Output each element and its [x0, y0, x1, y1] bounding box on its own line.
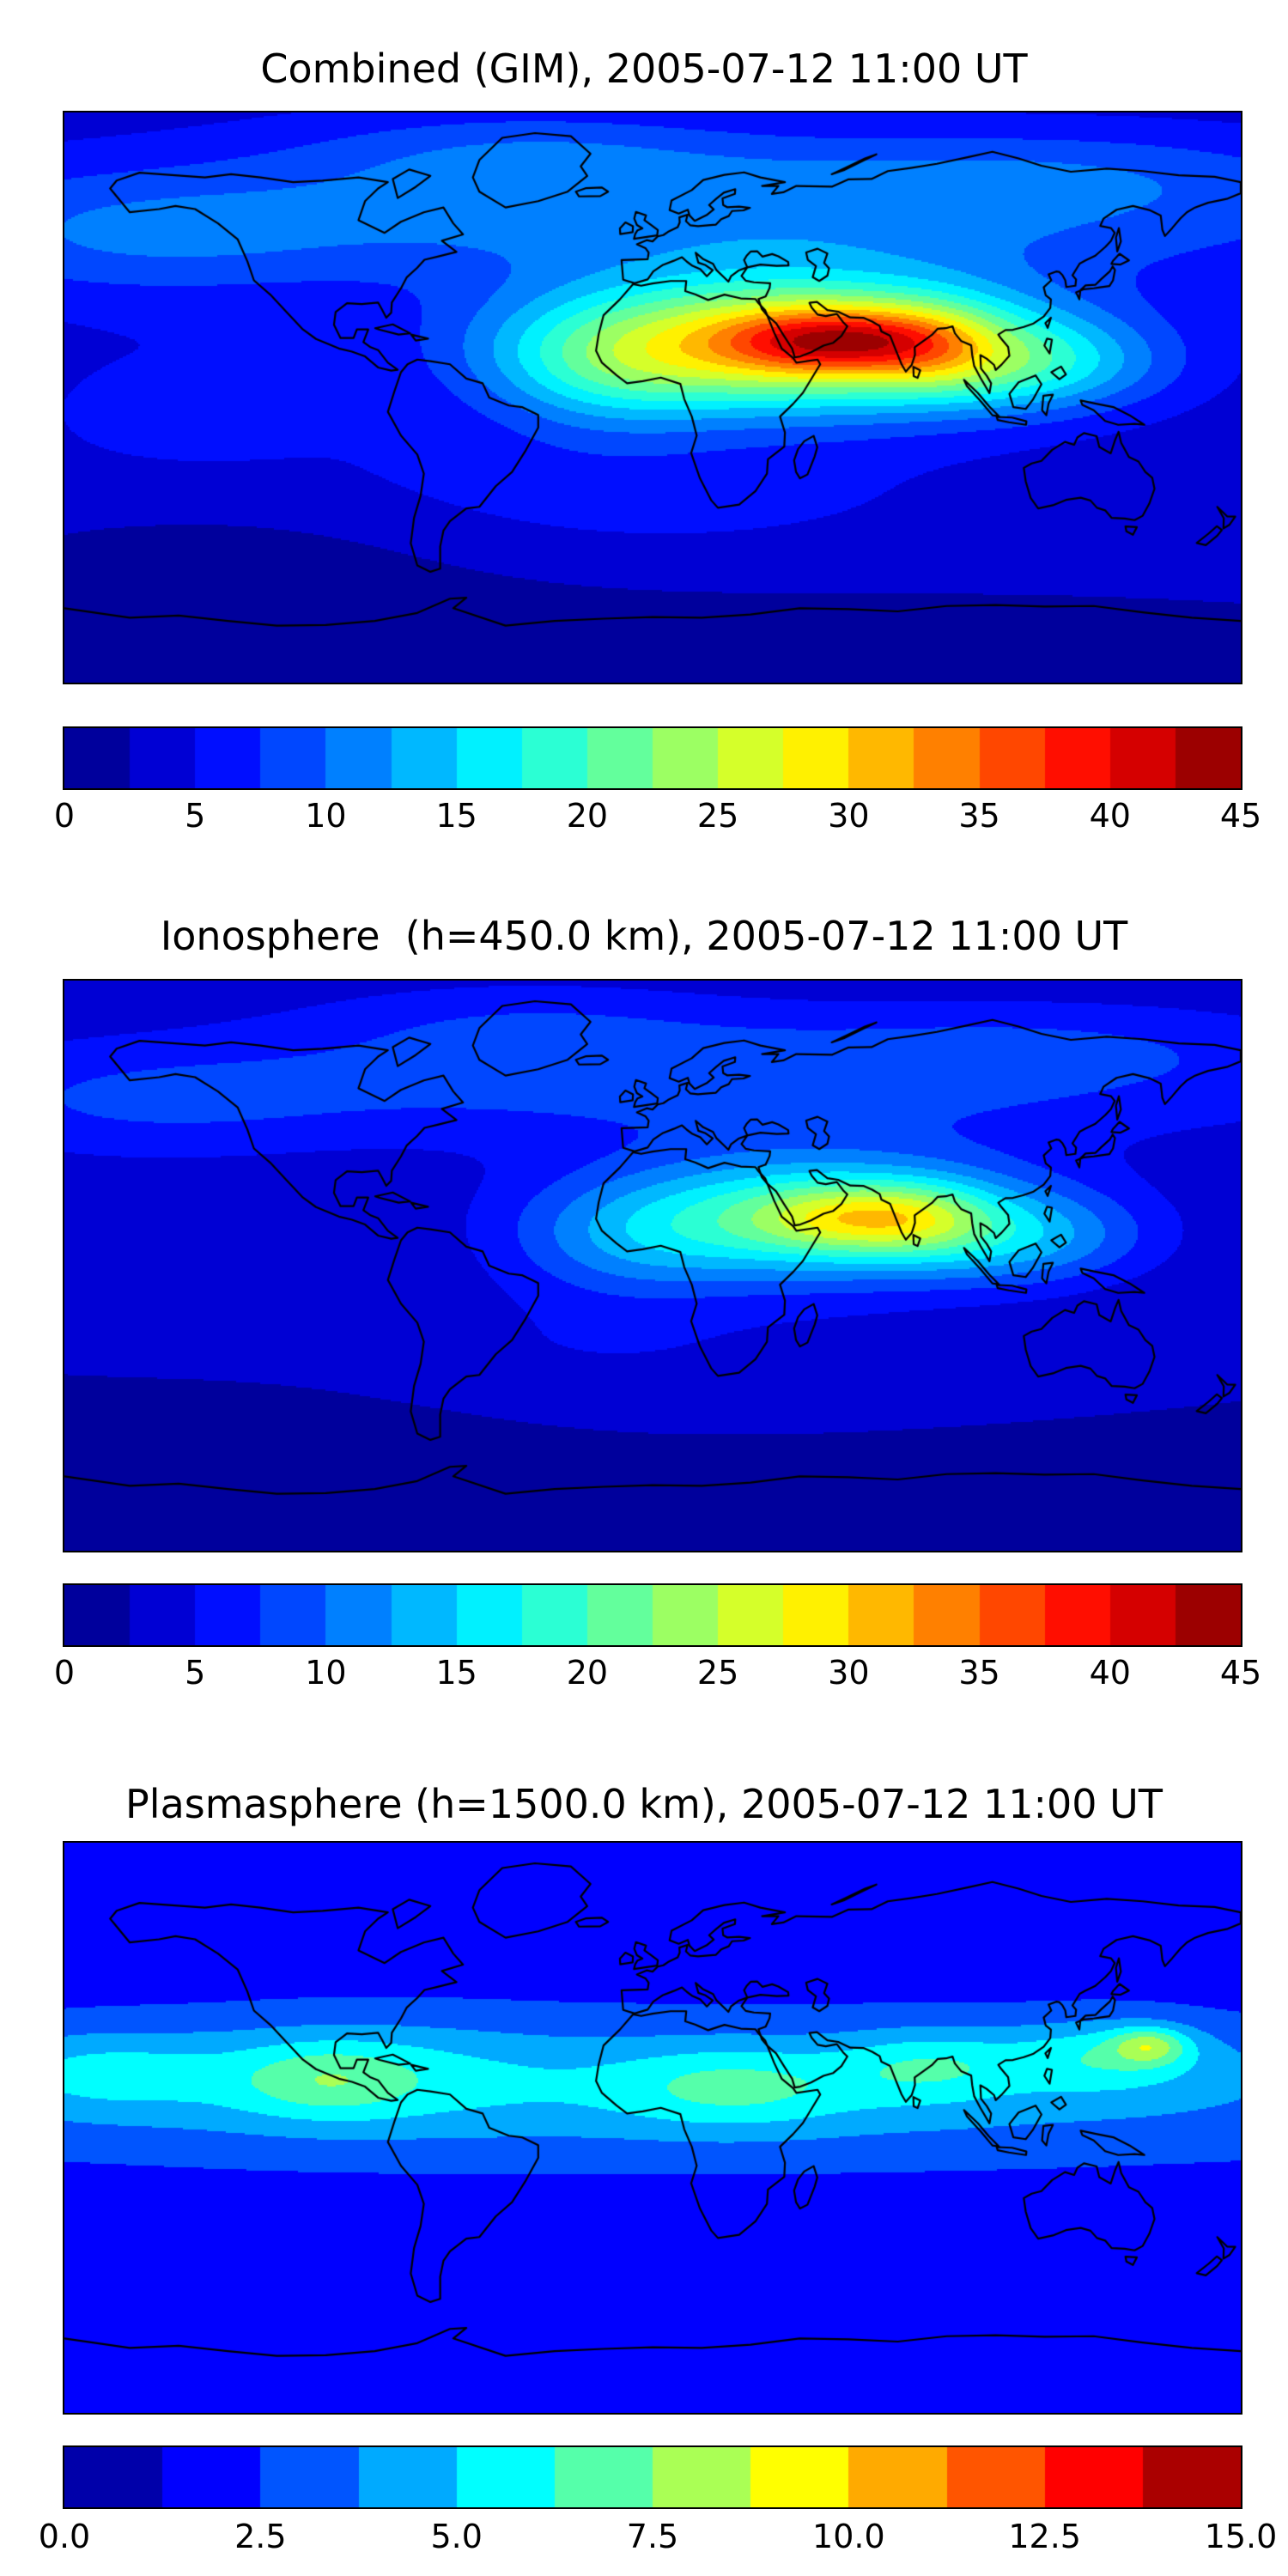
colorbar-canvas-combined — [63, 726, 1242, 790]
colorbar-tick-label: 20 — [566, 1654, 609, 1692]
colorbar-tick-label: 7.5 — [626, 2518, 679, 2555]
panel-title-ionosphere: Ionosphere (h=450.0 km), 2005-07-12 11:0… — [160, 913, 1128, 959]
tec-map-canvas-plasmasphere — [63, 1841, 1242, 2415]
colorbar-tick-label: 2.5 — [234, 2518, 287, 2555]
colorbar-tick-label: 25 — [696, 1654, 739, 1692]
colorbar-canvas-plasmasphere — [63, 2445, 1242, 2509]
colorbar-tick-label: 45 — [1219, 797, 1262, 835]
colorbar-tick-label: 0 — [53, 797, 76, 835]
colorbar-tick-labels-combined: 0 5 10 15 20 25 30 35 40 45 — [54, 797, 1261, 840]
colorbar-tick-label: 10.0 — [812, 2518, 885, 2555]
panel-title-plasmasphere: Plasmasphere (h=1500.0 km), 2005-07-12 1… — [125, 1781, 1163, 1827]
colorbar-tick-labels-ionosphere: 0 5 10 15 20 25 30 35 40 45 — [54, 1654, 1261, 1697]
tec-map-canvas-combined — [63, 111, 1242, 684]
colorbar-tick-label: 40 — [1089, 1654, 1131, 1692]
tec-map-canvas-ionosphere — [63, 979, 1242, 1552]
colorbar-tick-label: 15 — [435, 1654, 477, 1692]
colorbar-tick-label: 12.5 — [1008, 2518, 1081, 2555]
colorbar-tick-label: 35 — [958, 1654, 1000, 1692]
colorbar-tick-label: 10 — [305, 1654, 347, 1692]
colorbar-tick-label: 45 — [1219, 1654, 1262, 1692]
colorbar-tick-label: 40 — [1089, 797, 1131, 835]
colorbar-tick-labels-plasmasphere: 0.0 2.5 5.0 7.5 10.0 12.5 15.0 — [39, 2518, 1278, 2561]
panel-title-combined: Combined (GIM), 2005-07-12 11:00 UT — [260, 46, 1028, 92]
colorbar-tick-label: 5 — [185, 797, 206, 835]
colorbar-tick-label: 15 — [435, 797, 477, 835]
colorbar-tick-label: 0 — [53, 1654, 76, 1692]
colorbar-tick-label: 35 — [958, 797, 1000, 835]
colorbar-tick-label: 20 — [566, 797, 609, 835]
colorbar-tick-label: 30 — [828, 1654, 870, 1692]
colorbar-canvas-ionosphere — [63, 1583, 1242, 1647]
colorbar-tick-label: 5.0 — [430, 2518, 483, 2555]
colorbar-tick-label: 0.0 — [38, 2518, 91, 2555]
colorbar-tick-label: 30 — [828, 797, 870, 835]
colorbar-tick-label: 5 — [185, 1654, 206, 1692]
colorbar-tick-label: 15.0 — [1204, 2518, 1278, 2555]
colorbar-tick-label: 25 — [696, 797, 739, 835]
colorbar-tick-label: 10 — [305, 797, 347, 835]
